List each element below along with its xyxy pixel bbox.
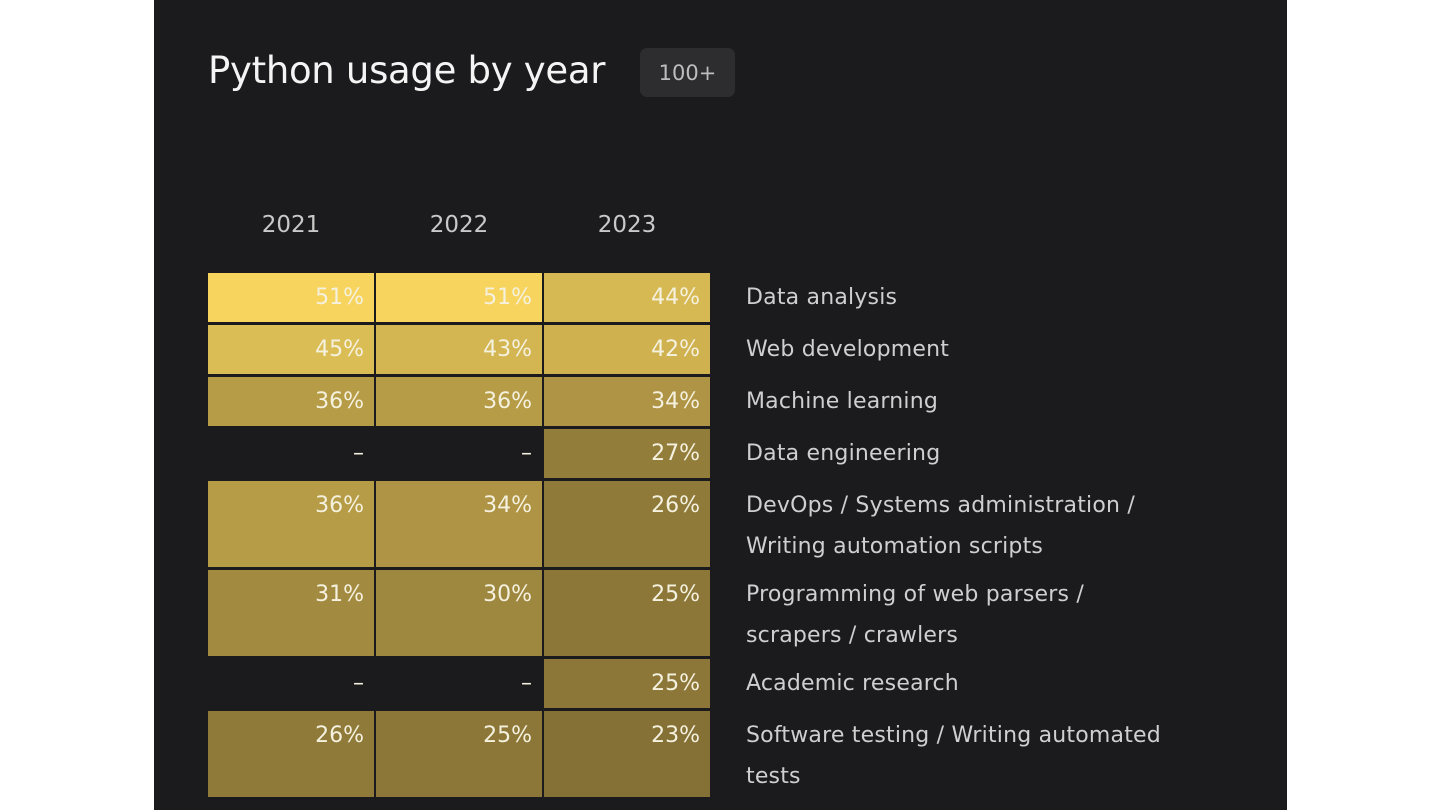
row-label: Web development (746, 337, 950, 362)
heatmap-cell (208, 800, 374, 810)
row-label: Academic research (746, 671, 959, 696)
heatmap-cell: – (353, 441, 364, 466)
row-label-line: DevOps / Systems administration / (746, 493, 1135, 518)
heatmap-cell: 34% (376, 481, 542, 567)
row-label: DevOps / Systems administration / Writing… (746, 485, 1236, 567)
heatmap-cell: 36% (376, 377, 542, 426)
heatmap-cell: 51% (208, 273, 374, 322)
heatmap-cell: 25% (376, 711, 542, 797)
heatmap-cell: 27% (544, 429, 710, 478)
heatmap-cell: 26% (544, 481, 710, 567)
heatmap-cell: 51% (376, 273, 542, 322)
column-header-2022: 2022 (429, 212, 489, 238)
heatmap-cell: 44% (544, 273, 710, 322)
heatmap-cell: 34% (544, 377, 710, 426)
heatmap-cell: 42% (544, 325, 710, 374)
heatmap-cell: 43% (376, 325, 542, 374)
row-label: Data analysis (746, 285, 898, 310)
heatmap-cell: 45% (208, 325, 374, 374)
heatmap-cell: 36% (208, 481, 374, 567)
row-label-line: Software testing / Writing automated (746, 723, 1161, 748)
heatmap-cell: 31% (208, 570, 374, 656)
row-label: Programming of web parsers / scrapers / c… (746, 574, 1236, 656)
heatmap-cell: – (521, 671, 532, 696)
chart-title: Python usage by year (208, 49, 606, 92)
heatmap-cell: 25% (544, 659, 710, 708)
chart-panel: Python usage by year 100+ 2021 2022 2023 51… (154, 0, 1287, 810)
row-label-line: scrapers / crawlers (746, 623, 959, 648)
row-label-line: Writing automation scripts (746, 534, 1044, 559)
row-label: Data engineering (746, 441, 941, 466)
heatmap-cell: 26% (208, 711, 374, 797)
heatmap-cell (376, 800, 542, 810)
heatmap-cell: 30% (376, 570, 542, 656)
row-label-line: tests (746, 764, 801, 789)
heatmap-cell: 36% (208, 377, 374, 426)
heatmap-cell (544, 800, 710, 810)
column-header-2023: 2023 (597, 212, 657, 238)
heatmap-cell: – (521, 441, 532, 466)
respondents-badge: 100+ (640, 48, 735, 97)
row-label-line: Programming of web parsers / (746, 582, 1084, 607)
row-label: Machine learning (746, 389, 939, 414)
heatmap-cell: 23% (544, 711, 710, 797)
column-header-2021: 2021 (261, 212, 321, 238)
row-label: Software testing / Writing automated test… (746, 715, 1236, 797)
heatmap-cell: 25% (544, 570, 710, 656)
heatmap-cell: – (353, 671, 364, 696)
